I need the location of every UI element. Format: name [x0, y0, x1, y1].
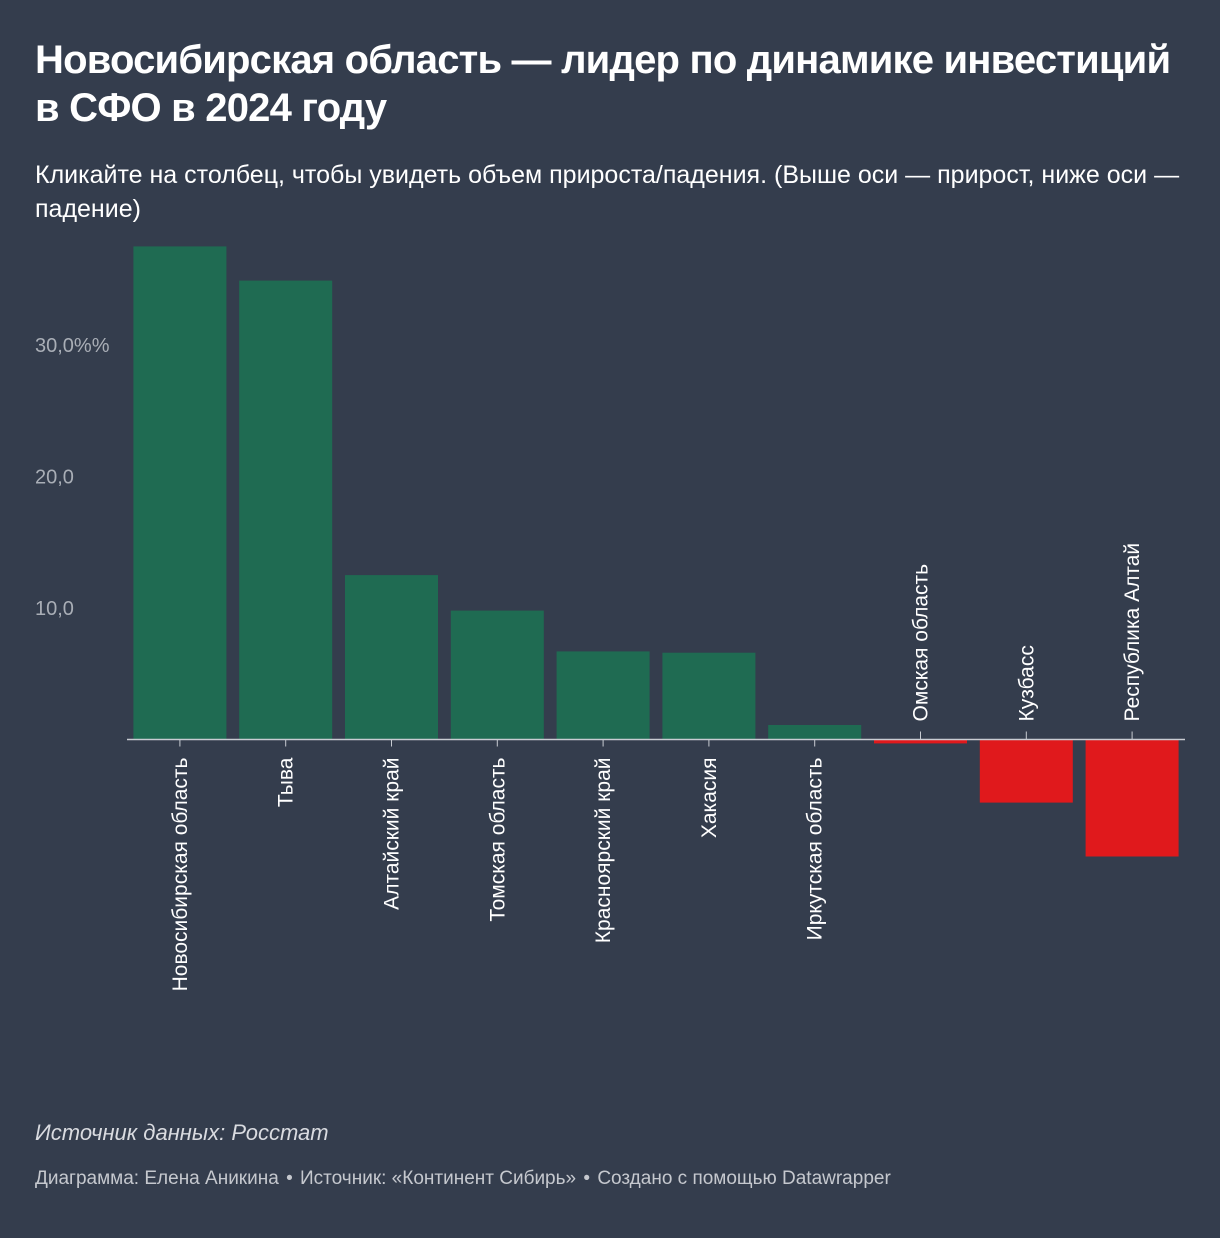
x-category-label: Тыва [275, 757, 298, 807]
x-category-label: Кузбасс [1015, 645, 1038, 721]
y-tick-label: 20,0 [35, 467, 74, 489]
x-category-label: Хакасия [698, 758, 721, 839]
source-link[interactable]: Источник: «Континент Сибирь» [300, 1168, 577, 1189]
datawrapper-credit[interactable]: Создано с помощью Datawrapper [597, 1168, 891, 1189]
x-category-label: Красноярский край [592, 758, 615, 944]
bar[interactable]: Новосибирская область: 37,5% [133, 246, 227, 740]
x-category-label: Омская область [910, 564, 933, 722]
footer-credits: Диаграмма: Елена Аникина • Источник: «Ко… [35, 1168, 891, 1190]
chart-title: Новосибирская область — лидер по динамик… [35, 38, 1171, 130]
source-notes: Источник данных: Росстат [35, 1120, 329, 1145]
bar[interactable]: Республика Алтай: -8,9% [1085, 739, 1179, 857]
x-category-label: Томская область [486, 757, 509, 921]
x-category-label: Иркутская область [804, 757, 827, 940]
bar[interactable]: Красноярский край: 6,7% [556, 651, 650, 740]
x-category-label: Новосибирская область [169, 757, 192, 991]
bar[interactable]: Тыва: 34,9% [239, 280, 333, 740]
bar[interactable]: Хакасия: 6,6% [662, 652, 756, 740]
bar[interactable]: Омская область: -0,3% [874, 739, 967, 744]
byline: Диаграмма: Елена Аникина [35, 1168, 279, 1189]
x-category-label: Алтайский край [381, 758, 404, 910]
x-axis-ticks [179, 731, 1133, 747]
y-axis-ticks: 10,0 20,0 30,0%% [35, 335, 110, 620]
chart-subtitle: Кликайте на столбец, чтобы увидеть объем… [35, 161, 1180, 223]
y-tick-label: 10,0 [35, 598, 74, 620]
bars-group: Новосибирская область: 37,5%Тыва: 34,9%А… [133, 246, 1179, 857]
bar[interactable]: Кузбасс: -4,8% [979, 739, 1073, 803]
y-tick-label: 30,0%% [35, 335, 110, 357]
x-category-label: Республика Алтай [1121, 543, 1144, 722]
footer-separator: • [286, 1168, 293, 1189]
bar[interactable]: Томская область: 9,8% [450, 610, 544, 740]
bar[interactable]: Иркутская область: 1,1% [768, 725, 862, 740]
bar[interactable]: Алтайский край: 12,5% [345, 575, 438, 740]
x-axis-labels: Новосибирская область Тыва Алтайский край Т… [169, 543, 1144, 992]
footer-separator: • [583, 1168, 591, 1189]
